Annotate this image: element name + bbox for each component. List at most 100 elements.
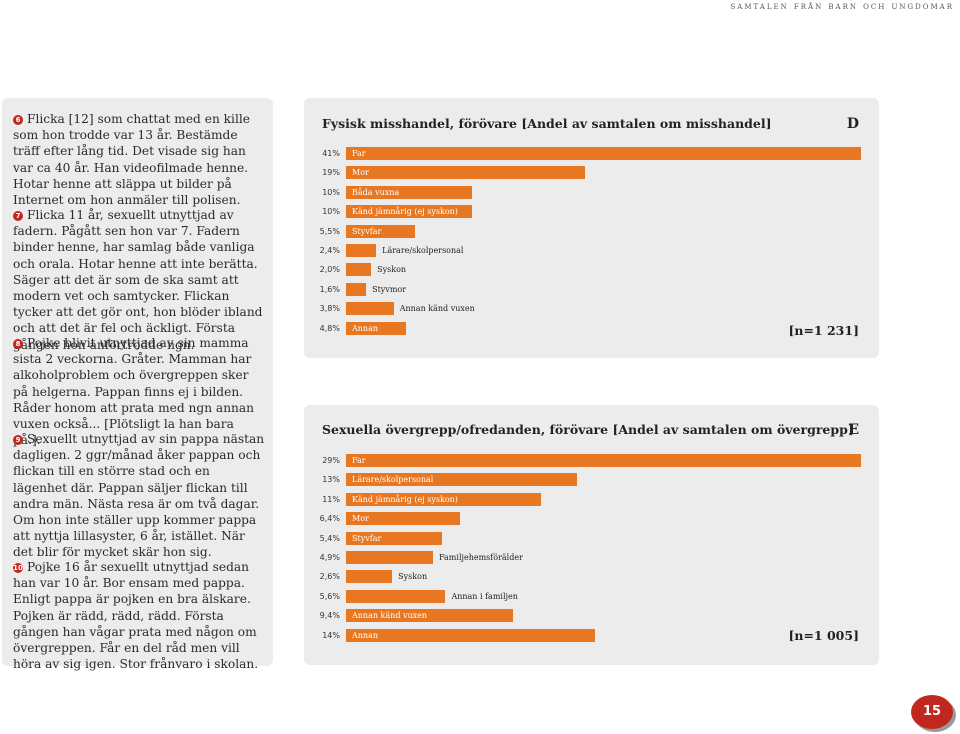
bar-row: 29% Far bbox=[304, 453, 879, 468]
bar-category-label: Annan bbox=[352, 323, 379, 333]
bar-value-label: 10% bbox=[322, 187, 340, 197]
chart-panel-physical-abuse: Fysisk misshandel, förövare [Andel av sa… bbox=[304, 98, 879, 358]
chart-letter: E bbox=[848, 422, 859, 438]
case-story: 7 Flicka 11 år, sexuellt utnyttjad av fad… bbox=[13, 207, 265, 353]
sample-size-label: [n=1 231] bbox=[788, 323, 859, 338]
bar-value-label: 5,4% bbox=[319, 533, 340, 543]
bar bbox=[346, 244, 377, 257]
bar-value-label: 29% bbox=[322, 456, 340, 465]
bar-category-label: Annan känd vuxen bbox=[352, 611, 428, 621]
story-text: Pojke 16 år sexuellt utnyttjad sedan han… bbox=[13, 560, 259, 672]
bar-category-label: Far bbox=[352, 149, 366, 158]
bar bbox=[346, 473, 577, 487]
bar-row: 1,6% Styvmor bbox=[304, 282, 879, 297]
bar bbox=[346, 205, 472, 219]
bar-row: 10% Båda vuxna bbox=[304, 185, 879, 200]
story-text: Pojke blivit utnyttjad av sin mamma sist… bbox=[13, 336, 255, 448]
page-number-badge: 15 bbox=[911, 695, 953, 729]
case-stories-panel bbox=[2, 98, 273, 666]
bar-value-label: 3,8% bbox=[319, 304, 340, 314]
bar-row: 5,6% Annan i familjen bbox=[304, 589, 879, 604]
bar-row: 2,4% Lärare/skolpersonal bbox=[304, 243, 879, 258]
case-story: 10 Pojke 16 år sexuellt utnyttjad sedan h… bbox=[13, 559, 265, 672]
bar bbox=[346, 531, 442, 545]
bar-value-label: 41% bbox=[322, 149, 340, 158]
bar-row: 5,4% Styvfar bbox=[304, 531, 879, 546]
bar-row: 41% Far bbox=[304, 146, 879, 161]
bar-category-label: Mor bbox=[352, 514, 369, 524]
bar-value-label: 9,4% bbox=[319, 611, 340, 621]
bar-category-label: Känd jämnårig (ej syskon) bbox=[352, 207, 458, 217]
bar bbox=[346, 147, 861, 160]
bar-value-label: 5,5% bbox=[319, 226, 340, 236]
bar-row: 11% Känd jämnårig (ej syskon) bbox=[304, 492, 879, 507]
bar-value-label: 5,6% bbox=[319, 591, 340, 601]
bar bbox=[346, 185, 472, 199]
chart-title: Fysisk misshandel, förövare [Andel av sa… bbox=[322, 116, 772, 131]
bar-row: 4,9% Familjehemsförälder bbox=[304, 550, 879, 565]
case-story: 8 Pojke blivit utnyttjad av sin mamma sis… bbox=[13, 335, 265, 448]
bar-row: 3,8% Annan känd vuxen bbox=[304, 301, 879, 316]
bar bbox=[346, 628, 595, 642]
case-story: 6 Flicka [12] som chattat med en kille so… bbox=[13, 111, 265, 208]
chart-title: Sexuella övergrepp/ofredanden, förövare … bbox=[322, 422, 854, 437]
bar-category-label: Styvfar bbox=[352, 533, 382, 543]
bar-value-label: 14% bbox=[322, 630, 340, 640]
bar-category-label: Lärare/skolpersonal bbox=[352, 475, 434, 485]
bar-category-label: Annan i familjen bbox=[451, 591, 518, 601]
bar bbox=[346, 263, 372, 277]
bar-category-label: Familjehemsförälder bbox=[439, 553, 523, 562]
story-number-badge: 6 bbox=[13, 115, 23, 125]
bar bbox=[346, 282, 367, 296]
bar-value-label: 1,6% bbox=[319, 284, 340, 294]
bar-row: 14% Annan bbox=[304, 628, 879, 643]
bar-row: 9,4% Annan känd vuxen bbox=[304, 608, 879, 623]
bar-value-label: 4,8% bbox=[319, 323, 340, 333]
bar-row: 2,6% Syskon bbox=[304, 569, 879, 584]
bar-category-label: Far bbox=[352, 456, 366, 465]
bar bbox=[346, 512, 460, 526]
bar-category-label: Styvfar bbox=[352, 226, 382, 236]
story-text: Sexuellt utnyttjad av sin pappa nästan d… bbox=[13, 432, 265, 560]
bar-category-label: Mor bbox=[352, 168, 369, 178]
bar-category-label: Syskon bbox=[398, 572, 428, 582]
bar-value-label: 2,6% bbox=[319, 572, 340, 582]
bar-row: 5,5% Styvfar bbox=[304, 224, 879, 239]
bar bbox=[346, 570, 393, 584]
story-text: Flicka [12] som chattat med en kille som… bbox=[13, 112, 250, 208]
bar-value-label: 19% bbox=[322, 168, 340, 178]
bar bbox=[346, 589, 446, 603]
bar-row: 4,8% Annan bbox=[304, 321, 879, 336]
running-header: samtalen från barn och ungdomar bbox=[730, 1, 954, 12]
bar bbox=[346, 609, 513, 623]
chart-panel-sexual-abuse: Sexuella övergrepp/ofredanden, förövare … bbox=[304, 405, 879, 665]
story-text: Flicka 11 år, sexuellt utnyttjad av fade… bbox=[13, 208, 263, 352]
bar-category-label: Båda vuxna bbox=[352, 187, 400, 197]
bar bbox=[346, 492, 542, 506]
bar-value-label: 10% bbox=[322, 207, 340, 217]
bar-category-label: Lärare/skolpersonal bbox=[382, 246, 464, 255]
bar-value-label: 2,4% bbox=[319, 246, 340, 255]
story-number-badge: 7 bbox=[13, 211, 23, 221]
case-story: 9 Sexuellt utnyttjad av sin pappa nästan … bbox=[13, 431, 265, 561]
bar bbox=[346, 321, 407, 335]
bar-row: 6,4% Mor bbox=[304, 511, 879, 526]
bar-category-label: Syskon bbox=[377, 265, 407, 275]
bar-value-label: 11% bbox=[322, 494, 340, 504]
bar-row: 19% Mor bbox=[304, 165, 879, 180]
sample-size-label: [n=1 005] bbox=[788, 628, 859, 643]
bar-category-label: Känd jämnårig (ej syskon) bbox=[352, 494, 458, 504]
bar bbox=[346, 302, 394, 316]
story-number-badge: 10 bbox=[13, 563, 23, 573]
bar-row: 10% Känd jämnårig (ej syskon) bbox=[304, 204, 879, 219]
bar-category-label: Annan bbox=[352, 630, 379, 640]
story-number-badge: 9 bbox=[13, 435, 23, 445]
bar bbox=[346, 224, 416, 238]
bar-row: 2,0% Syskon bbox=[304, 262, 879, 277]
bar-value-label: 13% bbox=[322, 475, 340, 485]
bar bbox=[346, 551, 434, 564]
chart-letter: D bbox=[846, 116, 859, 132]
bar-value-label: 2,0% bbox=[319, 265, 340, 275]
bar-category-label: Styvmor bbox=[372, 284, 407, 294]
bar bbox=[346, 454, 861, 467]
